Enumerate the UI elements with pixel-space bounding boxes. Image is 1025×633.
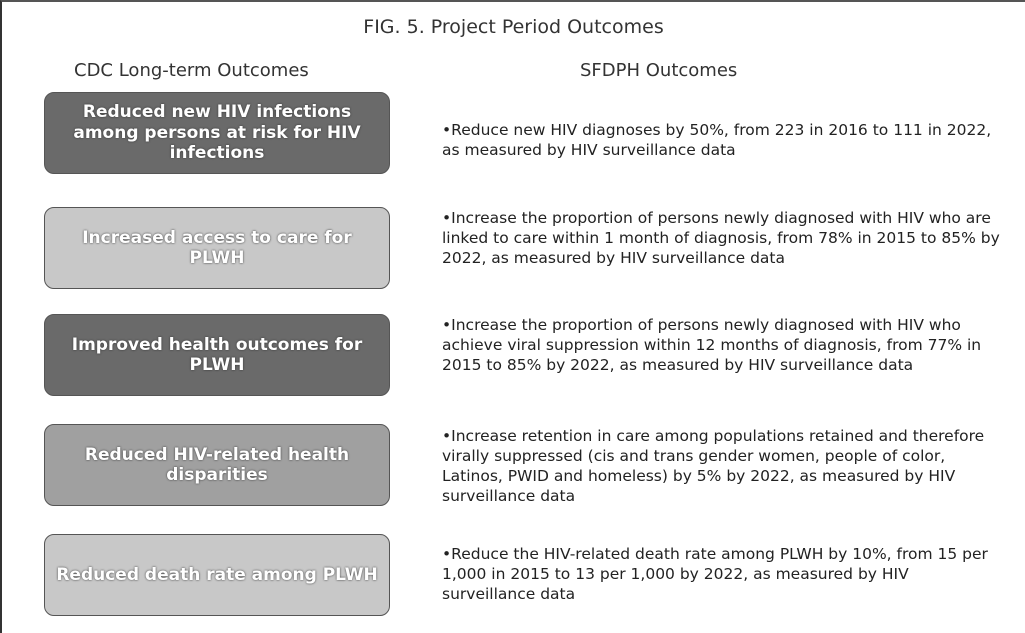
outcome-box: Reduced death rate among PLWH	[44, 534, 390, 616]
outcome-detail: Increase retention in care among populat…	[442, 426, 1002, 507]
right-column-header: SFDPH Outcomes	[580, 60, 738, 81]
outcome-detail: Reduce the HIV-related death rate among …	[442, 544, 1002, 604]
figure-title: FIG. 5. Project Period Outcomes	[363, 16, 664, 38]
outcome-box: Increased access to care for PLWH	[44, 207, 390, 289]
outcome-box: Reduced new HIV infections among persons…	[44, 92, 390, 174]
outcome-detail: Increase the proportion of persons newly…	[442, 208, 1002, 268]
outcome-box: Reduced HIV-related health disparities	[44, 424, 390, 506]
left-column-header: CDC Long-term Outcomes	[74, 60, 309, 81]
outcome-detail: Increase the proportion of persons newly…	[442, 315, 1002, 375]
outcome-detail: Reduce new HIV diagnoses by 50%, from 22…	[442, 120, 1002, 160]
outcome-box: Improved health outcomes for PLWH	[44, 314, 390, 396]
